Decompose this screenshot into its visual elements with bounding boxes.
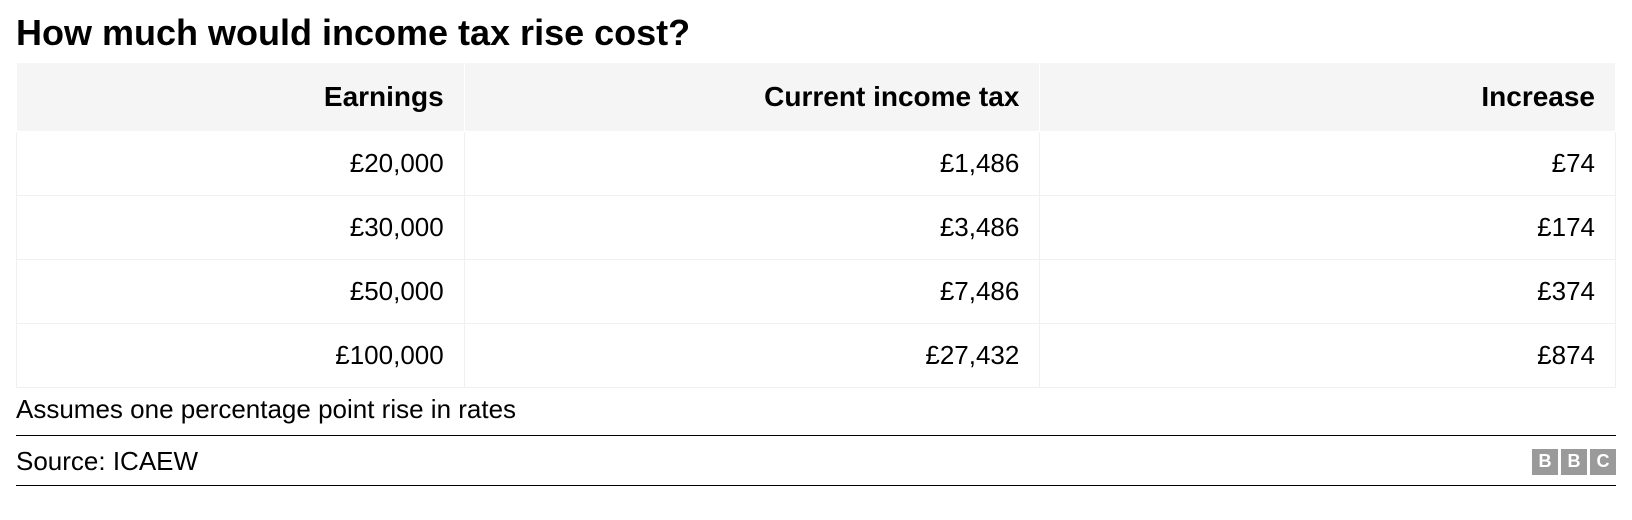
cell-earnings: £50,000: [17, 260, 465, 324]
bbc-logo-letter: B: [1532, 449, 1558, 475]
table-row: £50,000 £7,486 £374: [17, 260, 1616, 324]
cell-increase: £374: [1040, 260, 1616, 324]
table-row: £100,000 £27,432 £874: [17, 324, 1616, 388]
table-row: £30,000 £3,486 £174: [17, 196, 1616, 260]
tax-table: Earnings Current income tax Increase £20…: [16, 62, 1616, 388]
cell-earnings: £30,000: [17, 196, 465, 260]
column-header-increase: Increase: [1040, 63, 1616, 132]
cell-earnings: £20,000: [17, 132, 465, 196]
cell-current: £27,432: [464, 324, 1040, 388]
bbc-logo-letter: C: [1590, 449, 1616, 475]
page-title: How much would income tax rise cost?: [16, 12, 1616, 54]
cell-earnings: £100,000: [17, 324, 465, 388]
table-header-row: Earnings Current income tax Increase: [17, 63, 1616, 132]
source-label: Source: ICAEW: [16, 446, 198, 477]
cell-increase: £174: [1040, 196, 1616, 260]
cell-increase: £874: [1040, 324, 1616, 388]
bbc-logo-letter: B: [1561, 449, 1587, 475]
cell-current: £7,486: [464, 260, 1040, 324]
assumption-note: Assumes one percentage point rise in rat…: [16, 388, 1616, 436]
footer: Source: ICAEW B B C: [16, 436, 1616, 486]
cell-current: £3,486: [464, 196, 1040, 260]
cell-increase: £74: [1040, 132, 1616, 196]
column-header-current: Current income tax: [464, 63, 1040, 132]
column-header-earnings: Earnings: [17, 63, 465, 132]
bbc-logo-icon: B B C: [1532, 449, 1616, 475]
table-row: £20,000 £1,486 £74: [17, 132, 1616, 196]
cell-current: £1,486: [464, 132, 1040, 196]
